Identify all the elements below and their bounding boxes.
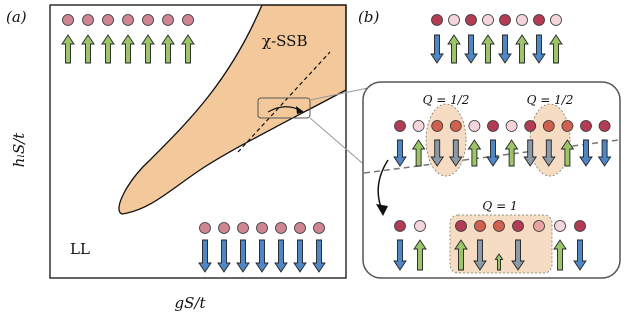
phase-label: LL	[70, 240, 90, 258]
site	[551, 15, 562, 26]
spin-arrow	[448, 35, 460, 63]
site	[295, 223, 306, 234]
spin-arrow	[82, 35, 94, 63]
site	[483, 15, 494, 26]
charge-label: Q = 1/2	[527, 93, 574, 107]
site	[276, 223, 287, 234]
site	[183, 15, 194, 26]
spin-arrow	[431, 35, 443, 63]
site	[525, 121, 536, 132]
site	[506, 121, 517, 132]
site	[555, 221, 566, 232]
domain-wall	[426, 104, 466, 176]
site	[238, 223, 249, 234]
site	[395, 121, 406, 132]
site	[475, 221, 486, 232]
site	[534, 15, 545, 26]
spin-arrow	[122, 35, 134, 63]
zoom-line	[310, 118, 368, 168]
site	[599, 121, 610, 132]
ordered-region	[119, 5, 346, 214]
spin-arrow	[465, 35, 477, 63]
site	[163, 15, 174, 26]
spin-arrow	[313, 240, 325, 272]
spin-arrow	[275, 240, 287, 272]
y-axis-label: hₗS/t	[10, 132, 28, 168]
site	[83, 15, 94, 26]
spin-arrow	[182, 35, 194, 63]
site	[466, 15, 477, 26]
site	[63, 15, 74, 26]
site	[562, 121, 573, 132]
site	[200, 223, 211, 234]
spin-arrow	[102, 35, 114, 63]
site	[469, 121, 480, 132]
site	[143, 15, 154, 26]
spin-arrow	[482, 35, 494, 63]
site	[103, 15, 114, 26]
site	[432, 15, 443, 26]
site	[494, 221, 505, 232]
spin-arrow	[533, 35, 545, 63]
spin-arrow	[62, 35, 74, 63]
site	[450, 121, 461, 132]
site	[534, 221, 545, 232]
figure: (a) χ-SSB LL hₗS/t gS/t (b) Q = 1/2 Q = …	[0, 0, 626, 320]
site	[488, 121, 499, 132]
site	[575, 221, 586, 232]
site	[500, 15, 511, 26]
phase-label: χ-SSB	[262, 32, 307, 50]
site	[123, 15, 134, 26]
spin-arrow	[499, 35, 511, 63]
site	[432, 121, 443, 132]
site	[413, 121, 424, 132]
site	[395, 221, 406, 232]
spin-arrow	[294, 240, 306, 272]
site	[415, 221, 426, 232]
charge-label: Q = 1/2	[423, 93, 470, 107]
site	[456, 221, 467, 232]
spin-arrow	[199, 240, 211, 272]
panel-label: (a)	[6, 8, 27, 26]
x-axis-label: gS/t	[175, 294, 207, 312]
panel-label: (b)	[358, 8, 379, 26]
spin-arrow	[550, 35, 562, 63]
site	[517, 15, 528, 26]
site	[581, 121, 592, 132]
site	[449, 15, 460, 26]
spin-arrow	[142, 35, 154, 63]
site	[257, 223, 268, 234]
spin-arrow	[162, 35, 174, 63]
spin-arrow	[237, 240, 249, 272]
site	[219, 223, 230, 234]
spin-arrow	[516, 35, 528, 63]
charge-label: Q = 1	[482, 199, 517, 213]
site	[513, 221, 524, 232]
spin-arrow	[218, 240, 230, 272]
spin-arrow	[256, 240, 268, 272]
site	[314, 223, 325, 234]
site	[543, 121, 554, 132]
